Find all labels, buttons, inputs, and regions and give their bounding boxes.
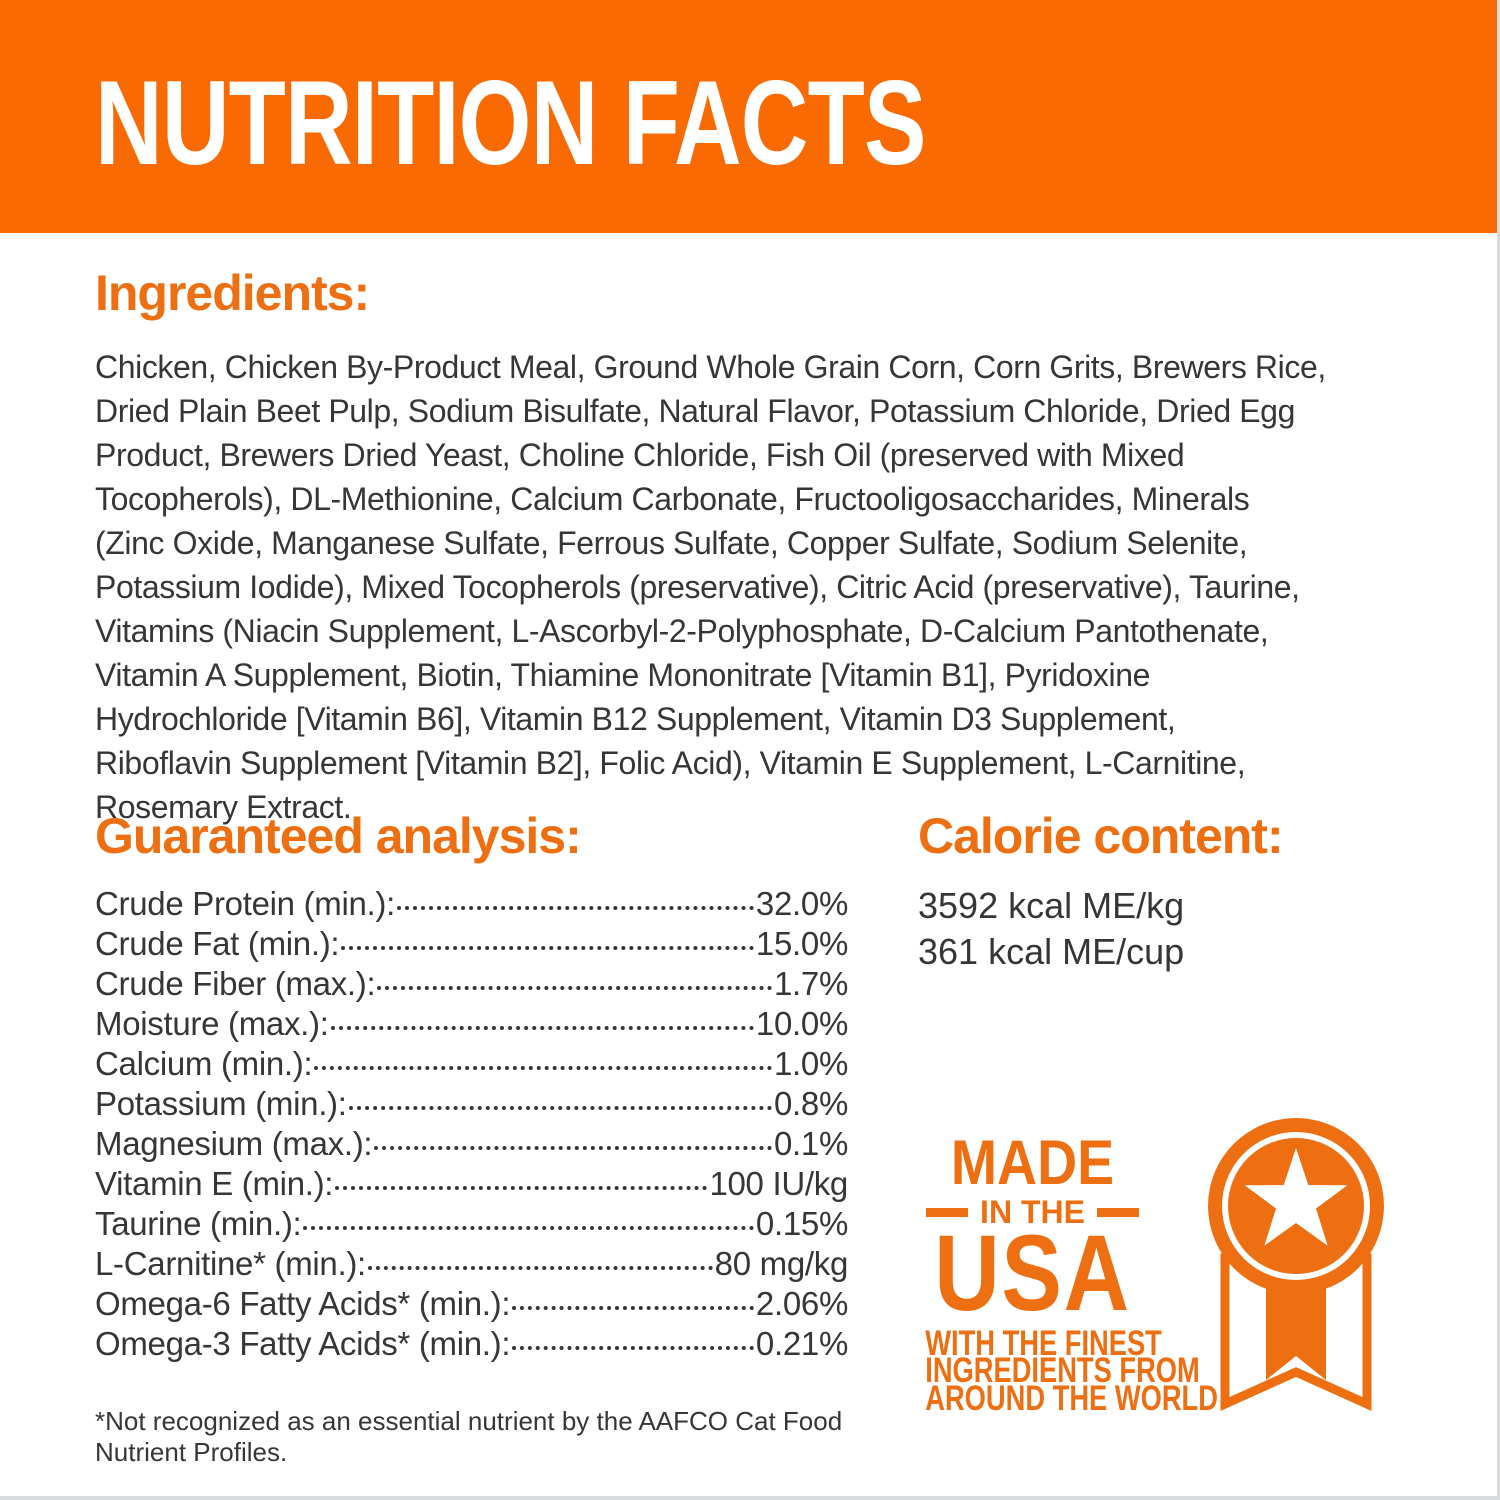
dash-icon <box>926 1207 969 1217</box>
dot-leader <box>335 1186 708 1190</box>
dot-leader <box>377 986 772 990</box>
analysis-value: 2.06% <box>755 1285 848 1322</box>
analysis-label: Crude Fat (min.): <box>95 925 340 962</box>
analysis-row: Vitamin E (min.): 100 IU/kg <box>95 1165 848 1205</box>
ingredients-text: Chicken, Chicken By-Product Meal, Ground… <box>95 349 1326 825</box>
analysis-row: Crude Protein (min.): 32.0% <box>95 885 848 925</box>
analysis-label: Crude Fiber (max.): <box>95 965 376 1002</box>
dot-leader <box>367 1266 713 1270</box>
medal-star-ribbon-icon <box>1208 1118 1384 1411</box>
analysis-row: Crude Fat (min.): 15.0% <box>95 925 848 965</box>
analysis-row: Magnesium (max.): 0.1% <box>95 1125 848 1165</box>
made-in-usa-badge: MADE IN THE USA WITH THE FINEST INGREDIE… <box>895 1115 1405 1445</box>
dot-leader <box>314 1066 772 1070</box>
analysis-row: Omega-6 Fatty Acids* (min.): 2.06% <box>95 1285 848 1325</box>
analysis-label: L-Carnitine* (min.): <box>95 1245 366 1282</box>
analysis-label: Magnesium (max.): <box>95 1125 373 1162</box>
analysis-value: 0.8% <box>773 1085 848 1122</box>
dot-leader <box>374 1146 772 1150</box>
analysis-row: Taurine (min.): 0.15% <box>95 1205 848 1245</box>
analysis-value: 0.15% <box>755 1205 848 1242</box>
analysis-label: Taurine (min.): <box>95 1205 302 1242</box>
badge-line-made: MADE <box>950 1128 1115 1198</box>
analysis-value: 1.7% <box>773 965 848 1002</box>
dot-leader <box>396 906 754 910</box>
dash-icon <box>1096 1207 1139 1217</box>
analysis-row: Calcium (min.): 1.0% <box>95 1045 848 1085</box>
badge-subline: WITH THE FINEST <box>925 1324 1162 1363</box>
badge-subline: AROUND THE WORLD <box>925 1379 1218 1418</box>
dot-leader <box>330 1026 754 1030</box>
banner: NUTRITION FACTS <box>0 0 1497 233</box>
analysis-value: 0.21% <box>755 1325 848 1362</box>
badge-in-the-label: IN THE <box>980 1194 1085 1230</box>
page-right-border <box>1497 0 1500 1500</box>
badge-line-in-the: IN THE <box>895 1196 1170 1228</box>
analysis-label: Moisture (max.): <box>95 1005 329 1042</box>
analysis-value: 0.1% <box>773 1125 848 1162</box>
analysis-row: Moisture (max.): 10.0% <box>95 1005 848 1045</box>
analysis-value: 100 IU/kg <box>709 1165 848 1202</box>
dot-leader <box>341 946 754 950</box>
analysis-row: L-Carnitine* (min.): 80 mg/kg <box>95 1245 848 1285</box>
aafco-footnote: *Not recognized as an essential nutrient… <box>95 1406 843 1467</box>
analysis-label: Omega-6 Fatty Acids* (min.): <box>95 1285 511 1322</box>
analysis-value: 10.0% <box>755 1005 848 1042</box>
dot-leader <box>512 1306 754 1310</box>
made-in-usa-text: MADE IN THE USA WITH THE FINEST INGREDIE… <box>895 1115 1218 1425</box>
guaranteed-analysis-table: Crude Protein (min.): 32.0% Crude Fat (mi… <box>95 885 848 1365</box>
calorie-values: 3592 kcal ME/kg 361 kcal ME/cup <box>918 885 1185 972</box>
badge-line-usa: USA <box>934 1212 1131 1333</box>
analysis-value: 32.0% <box>755 885 848 922</box>
page-bottom-border <box>0 1496 1500 1500</box>
dot-leader <box>512 1346 754 1350</box>
dot-leader <box>303 1226 754 1230</box>
dot-leader <box>348 1106 772 1110</box>
analysis-label: Calcium (min.): <box>95 1045 313 1082</box>
guaranteed-analysis-heading: Guaranteed analysis: <box>95 808 582 864</box>
analysis-row: Omega-3 Fatty Acids* (min.): 0.21% <box>95 1325 848 1365</box>
ingredients-heading: Ingredients: <box>95 265 370 321</box>
analysis-value: 1.0% <box>773 1045 848 1082</box>
calorie-content-heading: Calorie content: <box>918 808 1284 864</box>
analysis-label: Omega-3 Fatty Acids* (min.): <box>95 1325 511 1362</box>
analysis-value: 80 mg/kg <box>714 1245 849 1282</box>
analysis-label: Crude Protein (min.): <box>95 885 395 922</box>
analysis-value: 15.0% <box>755 925 848 962</box>
analysis-label: Potassium (min.): <box>95 1085 347 1122</box>
page-title: NUTRITION FACTS <box>95 56 926 190</box>
analysis-label: Vitamin E (min.): <box>95 1165 334 1202</box>
analysis-row: Crude Fiber (max.): 1.7% <box>95 965 848 1005</box>
analysis-row: Potassium (min.): 0.8% <box>95 1085 848 1125</box>
